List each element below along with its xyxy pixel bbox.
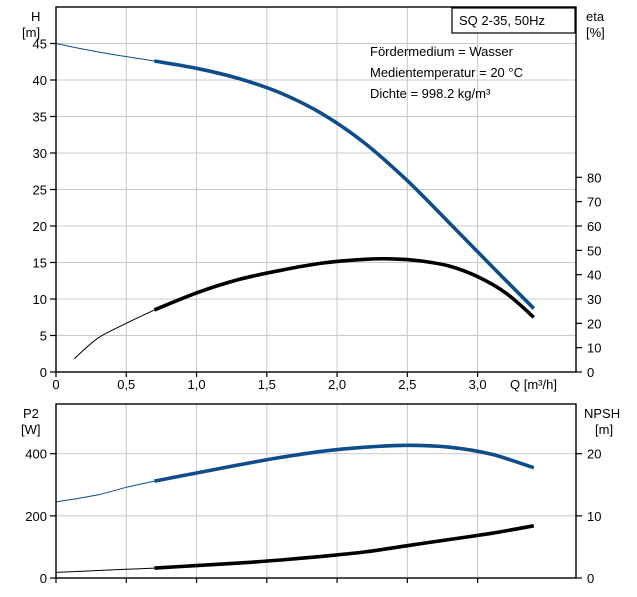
top-right-tick-label: 50 [587,243,601,258]
x-tick-label: 3,0 [469,377,487,392]
top-left-tick-label: 5 [40,329,47,344]
top-series-1-line-extension [74,310,154,359]
top-series-1-line [154,259,533,318]
annotation-temperature: Medientemperatur = 20 °C [370,65,523,80]
bottom-left-tick-label: 200 [25,509,47,524]
annotation-medium: Fördermedium = Wasser [370,44,514,59]
bottom-series-0-line [154,445,533,481]
top-left-tick-label: 30 [33,146,47,161]
top-right-tick-label: 0 [587,365,594,380]
chart-title: SQ 2-35, 50Hz [459,13,545,28]
x-tick-label: 1,0 [188,377,206,392]
top-right-axis-label-unit: [%] [586,25,605,40]
x-axis-label: Q [m³/h] [510,377,557,392]
top-left-tick-label: 0 [40,365,47,380]
bottom-axis-ticks: 0 200 400 0 10 20 [25,447,601,586]
bottom-series-1-line-extension [56,568,154,572]
top-left-tick-label: 15 [33,256,47,271]
top-right-tick-label: 60 [587,219,601,234]
top-left-tick-label: 20 [33,219,47,234]
annotation-density: Dichte = 998.2 kg/m³ [370,86,491,101]
x-tick-label: 0,5 [117,377,135,392]
x-tick-label: 0 [52,377,59,392]
top-right-tick-label: 40 [587,268,601,283]
top-right-tick-label: 10 [587,341,601,356]
top-right-tick-label: 30 [587,292,601,307]
bottom-series-0-line-extension [56,481,154,502]
top-left-tick-label: 40 [33,73,47,88]
top-right-axis-label-symbol: eta [586,9,605,24]
bottom-series-1-line [154,526,533,568]
bottom-right-axis-label-symbol: NPSH [584,406,620,421]
bottom-right-tick-label: 20 [587,447,601,462]
bottom-right-axis-label-unit: [m] [595,422,613,437]
top-series-0-line-extension [56,44,154,62]
top-left-tick-label: 35 [33,110,47,125]
bottom-curves [56,445,534,572]
x-tick-label: 2,0 [328,377,346,392]
top-left-axis-label-unit: [m] [22,25,40,40]
bottom-grid [56,404,576,578]
top-right-tick-label: 80 [587,170,601,185]
top-left-tick-label: 25 [33,183,47,198]
top-left-tick-label: 10 [33,292,47,307]
bottom-plot-frame [56,404,576,578]
bottom-left-tick-label: 0 [40,571,47,586]
top-grid [56,7,576,372]
top-right-tick-label: 70 [587,195,601,210]
bottom-left-tick-label: 400 [25,447,47,462]
top-left-axis-label-symbol: H [31,9,40,24]
bottom-right-tick-label: 0 [587,571,594,586]
bottom-right-tick-label: 10 [587,509,601,524]
top-right-tick-label: 20 [587,316,601,331]
bottom-left-axis-label-symbol: P2 [23,406,39,421]
x-tick-label: 2,5 [398,377,416,392]
x-tick-label: 1,5 [258,377,276,392]
bottom-left-axis-label-unit: [W] [21,422,41,437]
